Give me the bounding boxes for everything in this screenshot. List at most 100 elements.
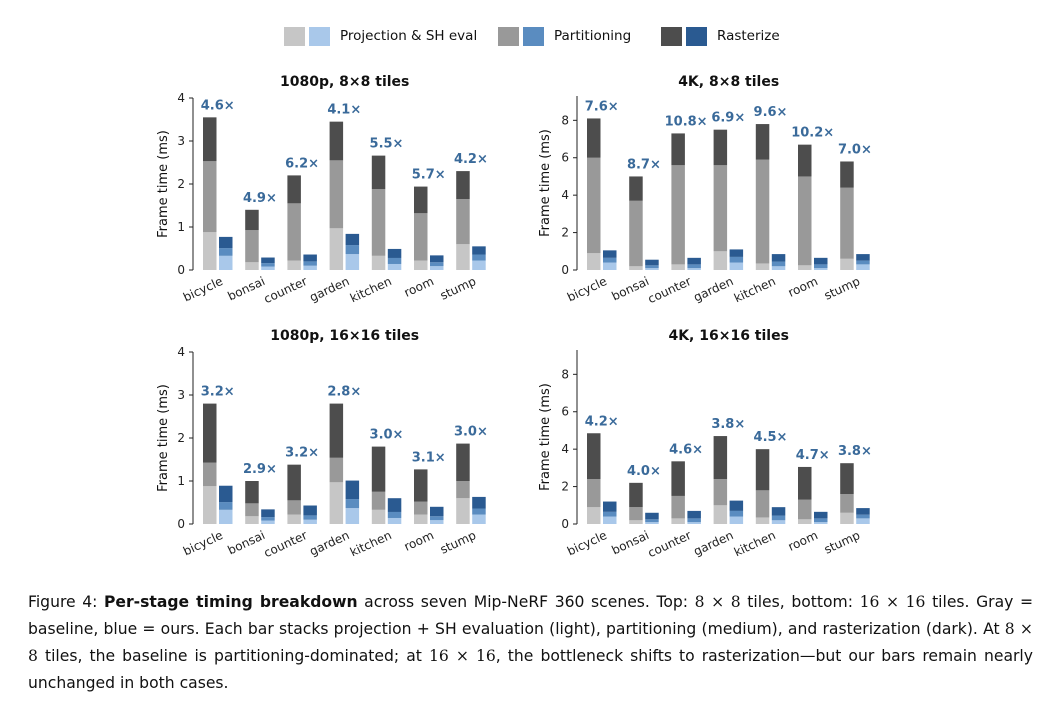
bar-segment-ours	[345, 508, 360, 524]
bar-segment-baseline	[840, 494, 854, 513]
y-tick-label: 0	[177, 517, 185, 531]
bar-segment-baseline	[671, 264, 685, 270]
bar-segment-ours	[771, 520, 786, 524]
x-tick-label: room	[786, 274, 820, 300]
speedup-label: 8.7×	[627, 157, 661, 172]
bar-segment-ours	[814, 257, 828, 265]
speedup-label: 4.6×	[201, 98, 235, 113]
bar-segment-baseline	[414, 514, 428, 524]
bar-segment-baseline	[203, 486, 217, 524]
bar-segment-ours	[856, 518, 870, 524]
bar-segment-ours	[687, 518, 701, 523]
bar-segment-baseline	[840, 161, 854, 188]
figure-caption: Figure 4: Per-stage timing breakdown acr…	[28, 589, 1033, 697]
speedup-label: 4.2×	[454, 152, 488, 167]
bar-segment-ours	[303, 265, 317, 270]
speedup-label: 6.9×	[711, 111, 745, 126]
charts-svg: 1080p, 8×8 tiles 0 1 2 3 4 Frame time (ms) 4.6×…	[156, 74, 872, 560]
x-tick-label: room	[402, 274, 436, 300]
bar-segment-ours	[261, 266, 275, 270]
bar-segment-ours	[645, 522, 659, 524]
y-tick-label: 4	[177, 345, 185, 359]
bar-segment-ours	[303, 261, 317, 266]
bar-segment-baseline	[755, 490, 770, 518]
bar-segment-baseline	[371, 491, 386, 510]
bar-segment-baseline	[414, 469, 428, 502]
bar-segment-ours	[771, 254, 786, 262]
bar-segment-baseline	[329, 457, 344, 483]
legend-swatch-ours	[309, 26, 330, 46]
bar-segment-baseline	[713, 165, 728, 252]
bar-segment-baseline	[456, 498, 470, 524]
bar-segment-ours	[814, 268, 828, 270]
bar-segment-baseline	[245, 262, 259, 270]
bar-segment-baseline	[414, 213, 428, 261]
speedup-label: 9.6×	[754, 105, 788, 120]
x-tick-label: kitchen	[348, 528, 394, 559]
y-tick-label: 6	[561, 405, 569, 419]
bar-segment-ours	[856, 260, 870, 265]
bar-segment-ours	[387, 248, 402, 258]
bar-segment-baseline	[798, 499, 812, 520]
legend-item-projection: Projection & SH eval	[284, 24, 477, 48]
x-tick-label: room	[786, 528, 820, 554]
bar-segment-ours	[856, 254, 870, 261]
x-tick-label: garden	[307, 528, 351, 559]
bar-segment-baseline	[671, 495, 685, 519]
bar-segment-ours	[303, 519, 317, 524]
bar-segment-ours	[345, 499, 360, 509]
bar-segment-baseline	[629, 482, 643, 508]
bar-segment-ours	[603, 250, 617, 258]
bar-segment-baseline	[629, 200, 643, 267]
speedup-label: 4.1×	[327, 103, 361, 118]
y-axis-label: Frame time (ms)	[156, 384, 171, 492]
bar-segment-ours	[856, 508, 870, 515]
legend-swatch-baseline	[284, 26, 305, 46]
x-tick-label: bonsai	[225, 528, 267, 557]
bar-segment-ours	[687, 268, 701, 270]
speedup-label: 3.2×	[201, 385, 235, 400]
x-tick-label: bicycle	[565, 528, 609, 558]
caption-math: 8 × 8	[694, 593, 741, 611]
bar-segment-baseline	[798, 176, 812, 266]
x-tick-label: counter	[262, 274, 310, 306]
bar-segment-ours	[261, 520, 275, 524]
bar-segment-ours	[219, 236, 233, 249]
legend-label: Projection & SH eval	[340, 28, 478, 44]
bar-segment-baseline	[713, 129, 728, 166]
caption-text: tiles, bottom:	[740, 593, 860, 611]
bar-segment-baseline	[671, 165, 685, 265]
bar-segment-baseline	[329, 160, 344, 229]
bar-segment-ours	[687, 510, 701, 519]
x-tick-label: garden	[691, 274, 735, 305]
bar-segment-baseline	[245, 230, 259, 263]
bar-segment-ours	[771, 266, 786, 270]
bar-segment-ours	[472, 254, 486, 261]
x-tick-label: kitchen	[732, 528, 778, 559]
bar-segment-baseline	[671, 133, 685, 166]
bar-segment-baseline	[629, 266, 643, 270]
x-tick-label: garden	[307, 274, 351, 305]
caption-text: tiles. Gray = baseline, blue = ours. Eac…	[28, 593, 1034, 638]
speedup-label: 5.5×	[370, 137, 404, 152]
bar-segment-ours	[729, 500, 744, 511]
speedup-label: 7.0×	[838, 142, 872, 157]
speedup-label: 4.9×	[243, 191, 277, 206]
bar-segment-ours	[303, 515, 317, 520]
bar-segment-ours	[430, 520, 444, 524]
bar-segment-ours	[814, 264, 828, 269]
bar-segment-ours	[261, 509, 275, 518]
y-tick-label: 3	[177, 134, 185, 148]
bar-segment-baseline	[587, 507, 601, 524]
y-tick-label: 0	[561, 263, 569, 277]
bar-segment-ours	[603, 257, 617, 263]
bar-segment-baseline	[456, 244, 470, 270]
bar-segment-baseline	[629, 176, 643, 201]
speedup-label: 4.2×	[585, 414, 619, 429]
bar-segment-ours	[603, 501, 617, 512]
legend-item-partitioning: Partitioning	[498, 24, 631, 48]
speedup-label: 4.0×	[627, 464, 661, 479]
y-tick-label: 0	[561, 517, 569, 531]
speedup-label: 3.8×	[838, 444, 872, 459]
speedup-label: 3.8×	[711, 417, 745, 432]
